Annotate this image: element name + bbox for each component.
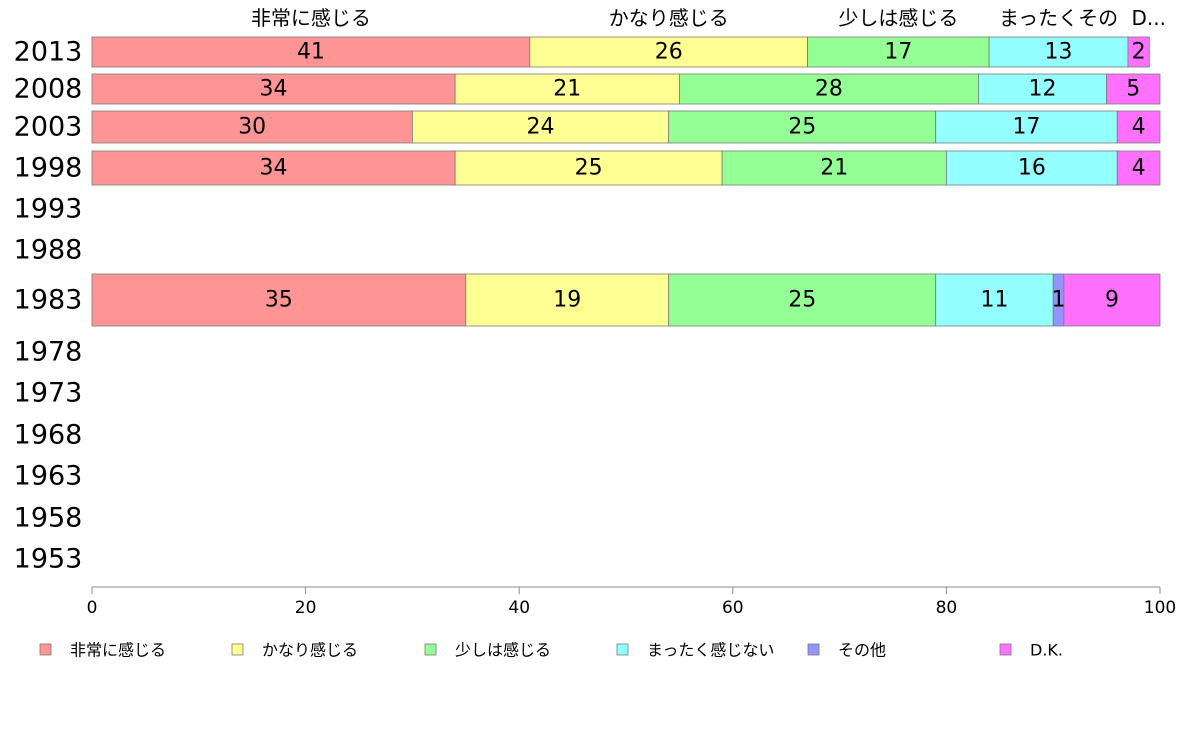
- data-label-1998-0: 34: [260, 156, 288, 181]
- bars-layer: [91, 36, 1161, 327]
- x-axis: 0 20 40 60 80 100: [87, 586, 1176, 618]
- y-label-1993: 1993: [14, 194, 83, 225]
- y-label-1973: 1973: [14, 378, 83, 409]
- data-label-2008-0: 34: [260, 77, 288, 102]
- data-label-1998-1: 25: [575, 156, 603, 181]
- bar-segment-1998-2: [721, 150, 947, 186]
- data-label-2013-2: 17: [884, 40, 912, 65]
- legend-swatch-4: [807, 643, 820, 656]
- y-label-1978: 1978: [14, 337, 83, 368]
- data-label-1983-2: 25: [788, 288, 816, 313]
- legend-label-3: まったく感じない: [647, 641, 774, 660]
- bar-segment-2008-1: [454, 73, 680, 105]
- x-tick-label-60: 60: [722, 598, 744, 618]
- bar-segment-2013-5: [1127, 36, 1150, 68]
- x-tick-label-0: 0: [87, 598, 98, 618]
- bar-segment-2013-1: [529, 36, 808, 68]
- data-label-1998-3: 16: [1018, 156, 1046, 181]
- y-label-1998: 1998: [14, 153, 83, 184]
- legend-swatch-5: [999, 643, 1012, 656]
- bar-segment-1998-3: [946, 150, 1118, 186]
- data-label-1998-5: 4: [1132, 156, 1146, 181]
- bar-segment-2003-0: [91, 110, 413, 144]
- legend-label-2: 少しは感じる: [455, 641, 551, 660]
- bar-segment-1983-0: [91, 273, 467, 327]
- legend: 非常に感じる かなり感じる 少しは感じる まったく感じない その他 D.K.: [39, 641, 1063, 660]
- data-label-2003-5: 4: [1132, 115, 1146, 140]
- segment-labels-layer: 41 26 17 13 234 21 28 12 530 24 25 17 434 25 21 16 435 19…: [238, 40, 1145, 313]
- y-label-1958: 1958: [14, 503, 83, 534]
- data-label-2003-0: 30: [238, 115, 266, 140]
- bar-segment-2008-0: [91, 73, 456, 105]
- legend-swatch-0: [39, 643, 52, 656]
- legend-label-0: 非常に感じる: [70, 641, 166, 660]
- y-label-1953: 1953: [14, 544, 83, 575]
- data-label-2013-0: 41: [297, 40, 325, 65]
- data-label-2008-2: 28: [815, 77, 843, 102]
- bar-segment-2013-0: [91, 36, 531, 68]
- data-label-1983-5: 9: [1105, 288, 1119, 313]
- bar-segment-1983-5: [1063, 273, 1161, 327]
- data-label-1983-3: 11: [980, 288, 1008, 313]
- data-label-2013-3: 13: [1045, 40, 1073, 65]
- data-label-2008-3: 12: [1029, 77, 1057, 102]
- data-label-2003-1: 24: [527, 115, 555, 140]
- data-label-1998-2: 21: [820, 156, 848, 181]
- data-label-2013-1: 26: [655, 40, 683, 65]
- bar-segment-2003-3: [935, 110, 1118, 144]
- data-label-1983-0: 35: [265, 288, 293, 313]
- data-label-2003-2: 25: [788, 115, 816, 140]
- data-label-2003-3: 17: [1013, 115, 1041, 140]
- bar-segment-2008-3: [978, 73, 1108, 105]
- bar-segment-2003-5: [1116, 110, 1161, 144]
- x-tick-label-80: 80: [936, 598, 958, 618]
- series-top-label-5: D...: [1132, 6, 1166, 30]
- bar-segment-1998-0: [91, 150, 456, 186]
- bar-segment-2008-5: [1106, 73, 1161, 105]
- legend-swatch-2: [424, 643, 437, 656]
- bar-segment-1998-1: [454, 150, 723, 186]
- data-label-2008-5: 5: [1126, 77, 1140, 102]
- y-label-1963: 1963: [14, 461, 83, 492]
- x-tick-label-20: 20: [295, 598, 317, 618]
- bar-segment-2008-2: [679, 73, 979, 105]
- y-label-2003: 2003: [14, 112, 83, 143]
- bar-segment-1983-2: [668, 273, 937, 327]
- y-label-2013: 2013: [14, 37, 83, 68]
- y-label-1988: 1988: [14, 235, 83, 266]
- series-top-label-0: 非常に感じる: [251, 6, 371, 30]
- data-label-1983-1: 19: [553, 288, 581, 313]
- y-label-1968: 1968: [14, 420, 83, 451]
- series-top-label-3: まったくその: [999, 6, 1118, 30]
- legend-swatch-1: [231, 643, 244, 656]
- bar-segment-1983-3: [935, 273, 1054, 327]
- legend-swatch-3: [616, 643, 629, 656]
- bar-segment-1983-1: [465, 273, 670, 327]
- legend-label-1: かなり感じる: [262, 641, 358, 660]
- legend-label-5: D.K.: [1030, 641, 1063, 660]
- x-tick-label-40: 40: [508, 598, 530, 618]
- series-top-label-1: かなり感じる: [609, 6, 729, 30]
- x-tick-label-100: 100: [1144, 598, 1176, 618]
- bar-segment-2003-1: [411, 110, 670, 144]
- data-label-1983-4: 1: [1052, 288, 1066, 313]
- top-series-labels: 非常に感じる かなり感じる 少しは感じる まったくその D...: [251, 6, 1166, 30]
- bar-segment-2013-2: [807, 36, 990, 68]
- y-axis-labels: 2013 2008 2003 1998 1993 1988 1983 1978 1973 1968…: [14, 37, 83, 575]
- legend-label-4: その他: [838, 641, 886, 660]
- y-label-2008: 2008: [14, 74, 83, 105]
- series-top-label-2: 少しは感じる: [838, 6, 958, 30]
- y-label-1983: 1983: [14, 285, 83, 316]
- data-label-2013-5: 2: [1132, 40, 1146, 65]
- bar-segment-1998-5: [1116, 150, 1161, 186]
- data-label-2008-1: 21: [553, 77, 581, 102]
- bar-segment-2003-2: [668, 110, 937, 144]
